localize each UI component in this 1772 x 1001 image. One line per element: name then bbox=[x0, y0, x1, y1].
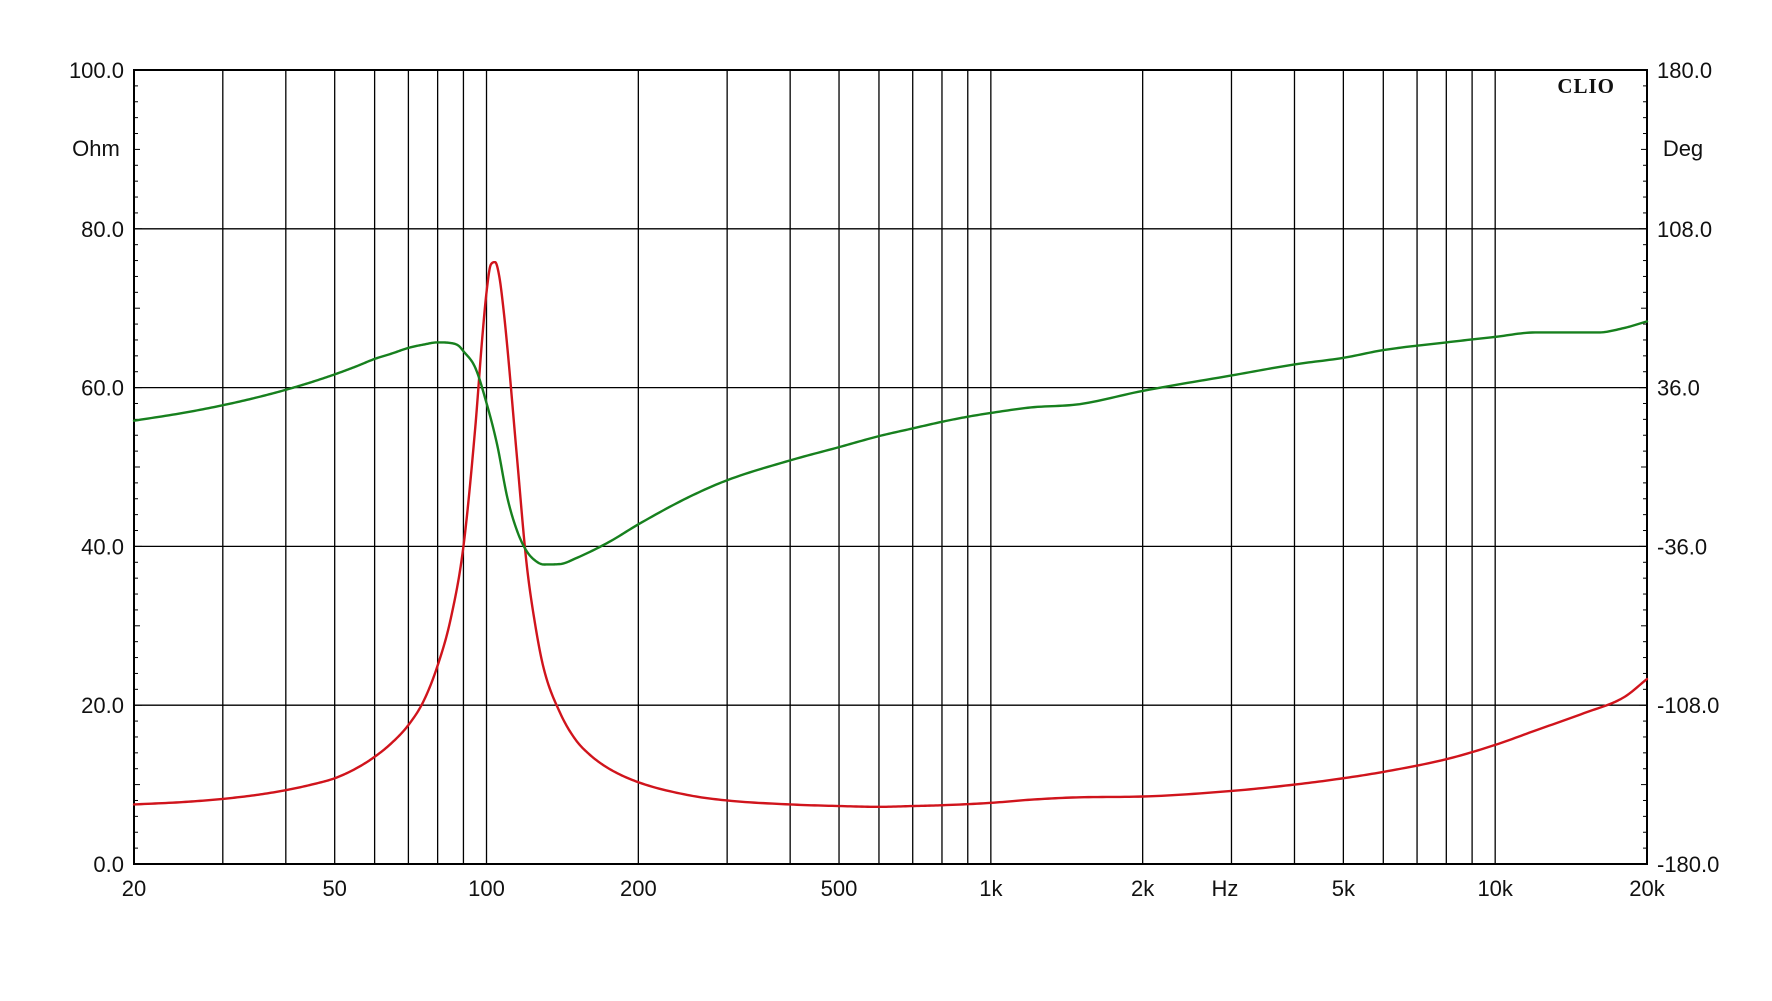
phase-series-line bbox=[132, 320, 1649, 566]
plot-frame bbox=[133, 69, 1648, 865]
x-tick-label: 10k bbox=[1477, 876, 1513, 901]
y-left-tick-label: 0.0 bbox=[93, 852, 124, 877]
brand-label: CLIO bbox=[1557, 74, 1615, 98]
impedance-series-line bbox=[132, 260, 1649, 809]
grid bbox=[134, 69, 1647, 865]
y-right-tick-label: 36.0 bbox=[1657, 376, 1700, 401]
labels: CLIO Ohm Deg Hz 20 50 100 200 500 1k 2k 5k 10k 20… bbox=[69, 58, 1719, 901]
y-left-tick-label: 80.0 bbox=[81, 217, 124, 242]
y-right-tick-label: -180.0 bbox=[1657, 852, 1719, 877]
y-right-tick-label: 180.0 bbox=[1657, 58, 1712, 83]
y-right-unit-label: Deg bbox=[1663, 136, 1703, 161]
y-right-tick-label: 108.0 bbox=[1657, 217, 1712, 242]
x-unit-label: Hz bbox=[1212, 876, 1239, 901]
y-left-tick-label: 20.0 bbox=[81, 693, 124, 718]
x-tick-label: 100 bbox=[468, 876, 505, 901]
series-layer bbox=[132, 260, 1649, 809]
x-tick-label: 50 bbox=[322, 876, 346, 901]
x-tick-label: 5k bbox=[1332, 876, 1356, 901]
y-right-tick-label: -108.0 bbox=[1657, 693, 1719, 718]
y-left-tick-label: 60.0 bbox=[81, 376, 124, 401]
y-left-tick-label: 100.0 bbox=[69, 58, 124, 83]
x-tick-label: 1k bbox=[979, 876, 1003, 901]
y-right-tick-label: -36.0 bbox=[1657, 534, 1707, 559]
x-tick-label: 20 bbox=[122, 876, 146, 901]
x-tick-label: 2k bbox=[1131, 876, 1155, 901]
y-left-tick-label: 40.0 bbox=[81, 534, 124, 559]
x-tick-label: 500 bbox=[821, 876, 858, 901]
x-tick-label: 200 bbox=[620, 876, 657, 901]
y-left-unit-label: Ohm bbox=[72, 136, 120, 161]
x-tick-label: 20k bbox=[1629, 876, 1665, 901]
